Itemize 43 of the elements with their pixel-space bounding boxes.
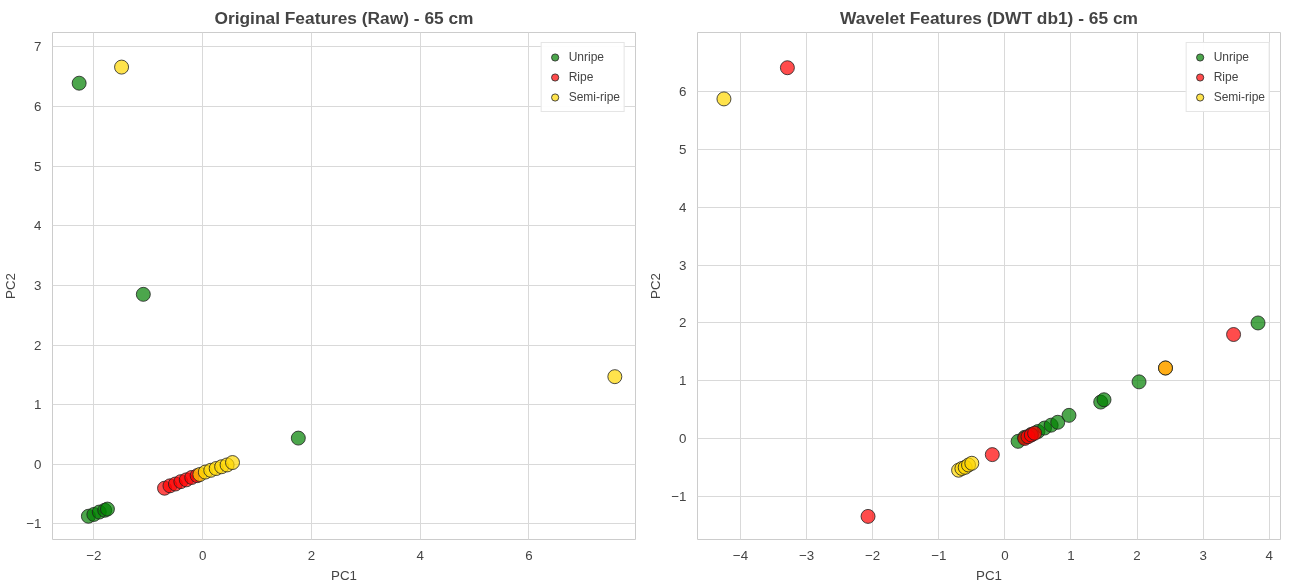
y-tick-label: 1: [34, 397, 42, 413]
y-axis-title: PC2: [648, 273, 664, 299]
x-tick-label: 2: [1133, 547, 1141, 563]
y-tick-label: −1: [671, 488, 687, 504]
x-tick-label: −4: [732, 547, 749, 563]
x-tick-label: −3: [798, 547, 815, 563]
y-tick-label: 4: [34, 218, 43, 234]
x-tick-label: −2: [865, 547, 881, 563]
y-tick-label: −1: [26, 516, 42, 532]
x-tick-label: 0: [198, 547, 207, 563]
legend-label: Ripe: [1213, 70, 1239, 84]
y-tick-label: 5: [679, 142, 687, 158]
x-tick-label: 6: [525, 547, 533, 563]
x-axis-title: PC1: [331, 567, 357, 583]
chart-title: Original Features (Raw) - 65 cm: [214, 7, 474, 28]
x-tick-label: 2: [307, 547, 316, 563]
legend-label: Semi-ripe: [1213, 90, 1265, 104]
y-tick-label: 0: [679, 430, 687, 446]
y-tick-label: 2: [679, 315, 687, 331]
y-tick-label: 5: [34, 158, 42, 174]
y-tick-label: 4: [679, 199, 688, 215]
legend-label: Unripe: [1213, 50, 1249, 64]
y-tick-label: 6: [34, 98, 42, 114]
y-tick-label: 3: [679, 257, 687, 273]
y-tick-label: 0: [34, 456, 42, 472]
y-axis-title: PC2: [3, 273, 19, 299]
chart-title: Wavelet Features (DWT db1) - 65 cm: [840, 7, 1138, 28]
x-tick-label: −2: [86, 547, 102, 563]
x-tick-label: 0: [1001, 547, 1009, 563]
y-tick-label: 7: [34, 39, 42, 55]
y-tick-label: 1: [679, 373, 687, 389]
legend-label: Unripe: [568, 50, 604, 64]
x-axis-title: PC1: [976, 567, 1002, 583]
x-tick-label: 4: [1265, 547, 1274, 563]
x-tick-label: 1: [1067, 547, 1075, 563]
y-tick-label: 6: [679, 84, 687, 100]
legend-label: Semi-ripe: [568, 90, 620, 104]
y-tick-label: 3: [34, 277, 42, 293]
legend-label: Ripe: [568, 70, 594, 84]
x-tick-label: −1: [931, 547, 947, 563]
x-tick-label: 3: [1199, 547, 1207, 563]
y-tick-label: 2: [34, 337, 42, 353]
x-tick-label: 4: [416, 547, 425, 563]
